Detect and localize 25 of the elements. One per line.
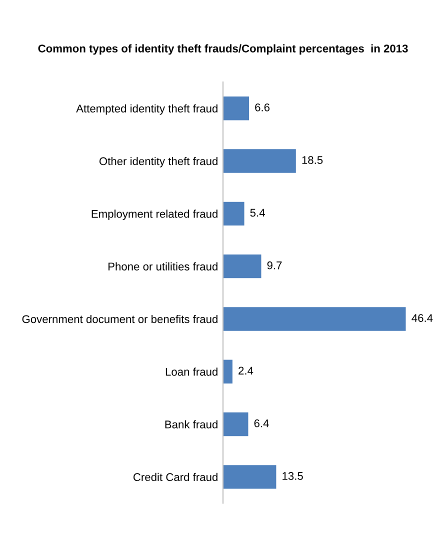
y-tick-label: Government document or benefits fraud — [22, 314, 218, 324]
data-label: 13.5 — [282, 472, 303, 480]
data-label: 6.6 — [255, 103, 270, 112]
y-tick-label: Credit Card fraud — [133, 472, 218, 482]
bar — [223, 254, 262, 278]
bar — [223, 360, 232, 384]
y-tick-label: Employment related fraud — [92, 210, 218, 220]
bar — [223, 465, 276, 489]
y-tick-label: Loan fraud — [166, 368, 218, 376]
y-tick-label: Phone or utilities fraud — [108, 262, 218, 270]
y-tick-label: Bank fraud — [165, 420, 218, 428]
bar — [223, 307, 406, 331]
bar — [223, 202, 244, 226]
data-label: 46.4 — [412, 314, 433, 322]
y-tick-label: Other identity theft fraud — [99, 156, 218, 168]
data-label: 9.7 — [267, 261, 282, 270]
bar — [223, 96, 250, 120]
bar — [223, 412, 248, 436]
data-label: 5.4 — [250, 208, 265, 217]
y-tick-label: Attempted identity theft fraud — [76, 104, 218, 115]
data-label: 6.4 — [254, 419, 269, 428]
data-label: 18.5 — [302, 156, 323, 164]
data-label: 2.4 — [238, 366, 254, 374]
bar — [223, 149, 296, 173]
chart-title: Common types of identity theft frauds/Complaint percentages in 2013 — [38, 44, 408, 55]
